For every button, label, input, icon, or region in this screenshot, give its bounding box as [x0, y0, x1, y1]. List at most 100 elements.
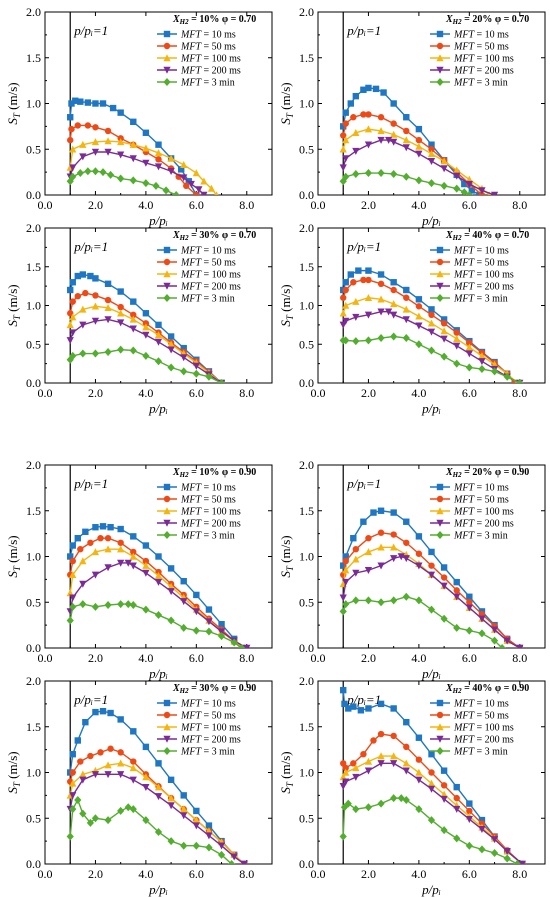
data-point [403, 539, 410, 546]
data-point [498, 644, 506, 648]
data-point [440, 826, 448, 835]
data-point [230, 853, 238, 861]
data-point [342, 600, 350, 609]
series-4 [339, 308, 524, 383]
y-tick-label: 1.0 [299, 766, 314, 780]
legend-marker [436, 282, 444, 290]
data-point [403, 114, 410, 121]
y-tick-label: 2.0 [299, 221, 314, 235]
legend-marker [436, 30, 444, 38]
x-tick-label: 0.0 [311, 651, 326, 665]
series-5 [339, 169, 473, 195]
data-point [172, 191, 180, 195]
data-point [340, 294, 347, 301]
x-axis-label: p/pᵢ [421, 401, 441, 416]
legend-marker [436, 294, 444, 302]
legend-marker [436, 483, 444, 491]
data-point [129, 155, 137, 163]
data-point [74, 737, 81, 744]
reference-label: p/pᵢ=1 [346, 23, 381, 38]
legend-marker [163, 282, 171, 290]
data-point [365, 705, 372, 712]
data-point [152, 181, 160, 190]
legend-entry: MFT = 50 ms [157, 258, 236, 269]
data-point [142, 743, 150, 751]
y-axis-label: ST (m/s) [278, 284, 295, 326]
legend-label: MFT = 100 ms [180, 723, 241, 734]
x-tick-label: 8.0 [239, 867, 254, 881]
data-point [154, 827, 163, 836]
data-point [415, 550, 423, 557]
data-point [193, 591, 200, 599]
legend-label: MFT = 3 min [453, 747, 508, 758]
y-tick-label: 1.0 [299, 97, 314, 111]
data-point [352, 337, 360, 346]
data-point [82, 289, 89, 297]
series-1 [67, 271, 225, 383]
legend-label: MFT = 3 min [180, 294, 235, 305]
legend-marker [163, 246, 171, 254]
data-point [99, 100, 107, 107]
data-point [390, 169, 398, 178]
data-point [129, 176, 137, 185]
legend-marker [436, 747, 444, 755]
data-point [397, 553, 405, 561]
data-point [428, 751, 435, 758]
data-point [92, 124, 99, 131]
data-point [180, 161, 188, 169]
legend-label: MFT = 10 ms [453, 699, 509, 710]
data-point [91, 317, 100, 325]
data-point [352, 128, 360, 136]
data-point [74, 272, 81, 280]
data-point [69, 313, 77, 321]
data-point [402, 592, 410, 601]
data-point [142, 320, 150, 327]
data-point [142, 569, 150, 577]
data-point [465, 363, 473, 372]
data-point [205, 618, 213, 626]
y-tick-label: 0.0 [26, 188, 41, 202]
data-point [92, 708, 99, 716]
series-line [69, 525, 243, 648]
data-point [377, 598, 385, 607]
x-tick-label: 2.0 [361, 867, 376, 881]
data-point [377, 308, 385, 316]
data-point [74, 795, 82, 804]
y-tick-label: 0.5 [26, 595, 41, 609]
series-line [69, 548, 245, 648]
legend-label: MFT = 200 ms [453, 66, 514, 77]
data-point [79, 600, 87, 609]
x-tick-label: 6.0 [189, 386, 204, 400]
data-point [352, 569, 360, 577]
data-point [428, 548, 435, 556]
series-line [342, 546, 521, 648]
data-point [87, 272, 94, 280]
legend-label: MFT = 3 min [180, 78, 235, 89]
data-point [440, 335, 448, 343]
data-point [427, 605, 436, 614]
data-point [377, 271, 385, 278]
data-point [142, 179, 150, 188]
panel-header: XH2 = 20% φ = 0.90 [445, 467, 529, 479]
data-point [129, 140, 137, 148]
data-point [342, 136, 350, 144]
data-point [503, 372, 511, 381]
legend-entry: MFT = 200 ms [157, 282, 241, 293]
data-point [87, 752, 94, 760]
data-point [340, 123, 347, 130]
data-point [465, 626, 473, 635]
data-point [77, 98, 84, 105]
data-point [69, 557, 76, 565]
data-point [68, 100, 75, 107]
data-point [342, 301, 350, 309]
data-point [69, 298, 76, 305]
x-tick-label: 0.0 [38, 198, 53, 212]
data-point [79, 809, 87, 818]
data-point [84, 122, 92, 129]
data-point [377, 127, 385, 135]
data-point [365, 84, 372, 92]
data-point [130, 311, 137, 318]
data-point [217, 632, 226, 641]
legend-entry: MFT = 200 ms [430, 66, 514, 77]
data-point [142, 331, 150, 339]
